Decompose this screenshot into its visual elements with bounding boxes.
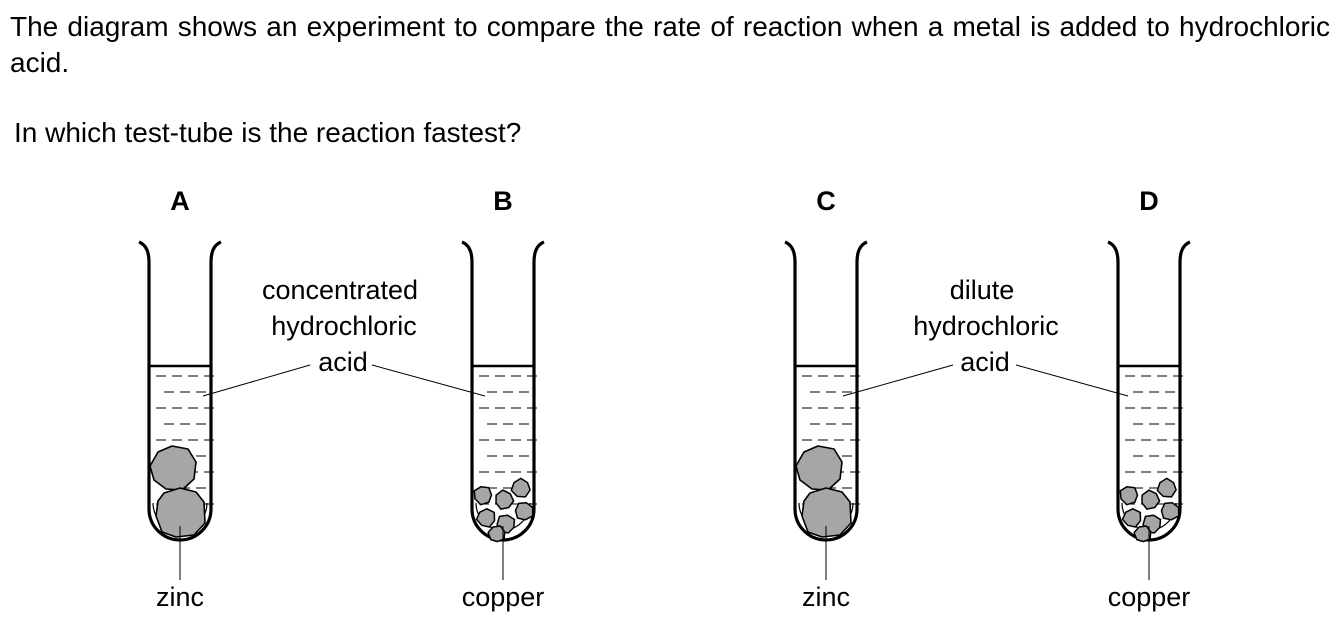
copper-piece-b-6 xyxy=(514,502,534,521)
copper-piece-d-2 xyxy=(1141,489,1161,510)
acid-label-left-line3: acid xyxy=(318,347,368,377)
test-tube-c xyxy=(784,240,868,580)
acid-pointer-line-b xyxy=(371,364,486,397)
copper-piece-d-1 xyxy=(1119,485,1139,506)
copper-piece-d-7 xyxy=(1133,525,1152,543)
option-a-letter: A xyxy=(170,186,190,216)
question-text: In which test-tube is the reaction faste… xyxy=(14,117,522,148)
acid-hatching-d xyxy=(1125,375,1183,505)
acid-pointer-line-c xyxy=(842,364,954,397)
intro-text: The diagram shows an experiment to compa… xyxy=(10,11,1330,78)
acid-label-left-line2: hydrochloric xyxy=(271,311,417,341)
copper-piece-d-3 xyxy=(1156,477,1177,498)
metal-label-c: zinc xyxy=(802,582,850,612)
copper-piece-b-1 xyxy=(473,485,493,506)
option-d-letter: D xyxy=(1139,186,1159,216)
test-tube-d xyxy=(1107,240,1191,580)
test-tube-b xyxy=(461,240,545,580)
acid-label-left-line1: concentrated xyxy=(262,275,418,305)
zinc-lump-c-1 xyxy=(795,445,843,491)
copper-piece-d-6 xyxy=(1160,502,1180,521)
copper-piece-b-3 xyxy=(510,477,531,498)
zinc-lump-a-2 xyxy=(155,487,206,538)
copper-piece-b-7 xyxy=(487,525,506,543)
copper-piece-b-4 xyxy=(475,508,496,528)
acid-hatching-b xyxy=(479,375,537,505)
zinc-lump-c-2 xyxy=(801,487,852,538)
acid-pointer-line-d xyxy=(1015,364,1129,397)
option-c-letter: C xyxy=(816,186,836,216)
option-b-letter: B xyxy=(493,186,513,216)
acid-pointer-line-a xyxy=(202,364,311,397)
acid-label-right-line1: dilute xyxy=(950,275,1015,305)
zinc-lump-a-1 xyxy=(149,445,197,491)
copper-piece-b-2 xyxy=(495,489,515,510)
test-tube-a xyxy=(138,240,222,580)
metal-label-b: copper xyxy=(462,582,545,612)
acid-label-right-line2: hydrochloric xyxy=(913,311,1059,341)
acid-label-right-line3: acid xyxy=(960,347,1010,377)
metal-label-d: copper xyxy=(1108,582,1191,612)
metal-label-a: zinc xyxy=(156,582,204,612)
copper-piece-d-4 xyxy=(1121,508,1142,528)
